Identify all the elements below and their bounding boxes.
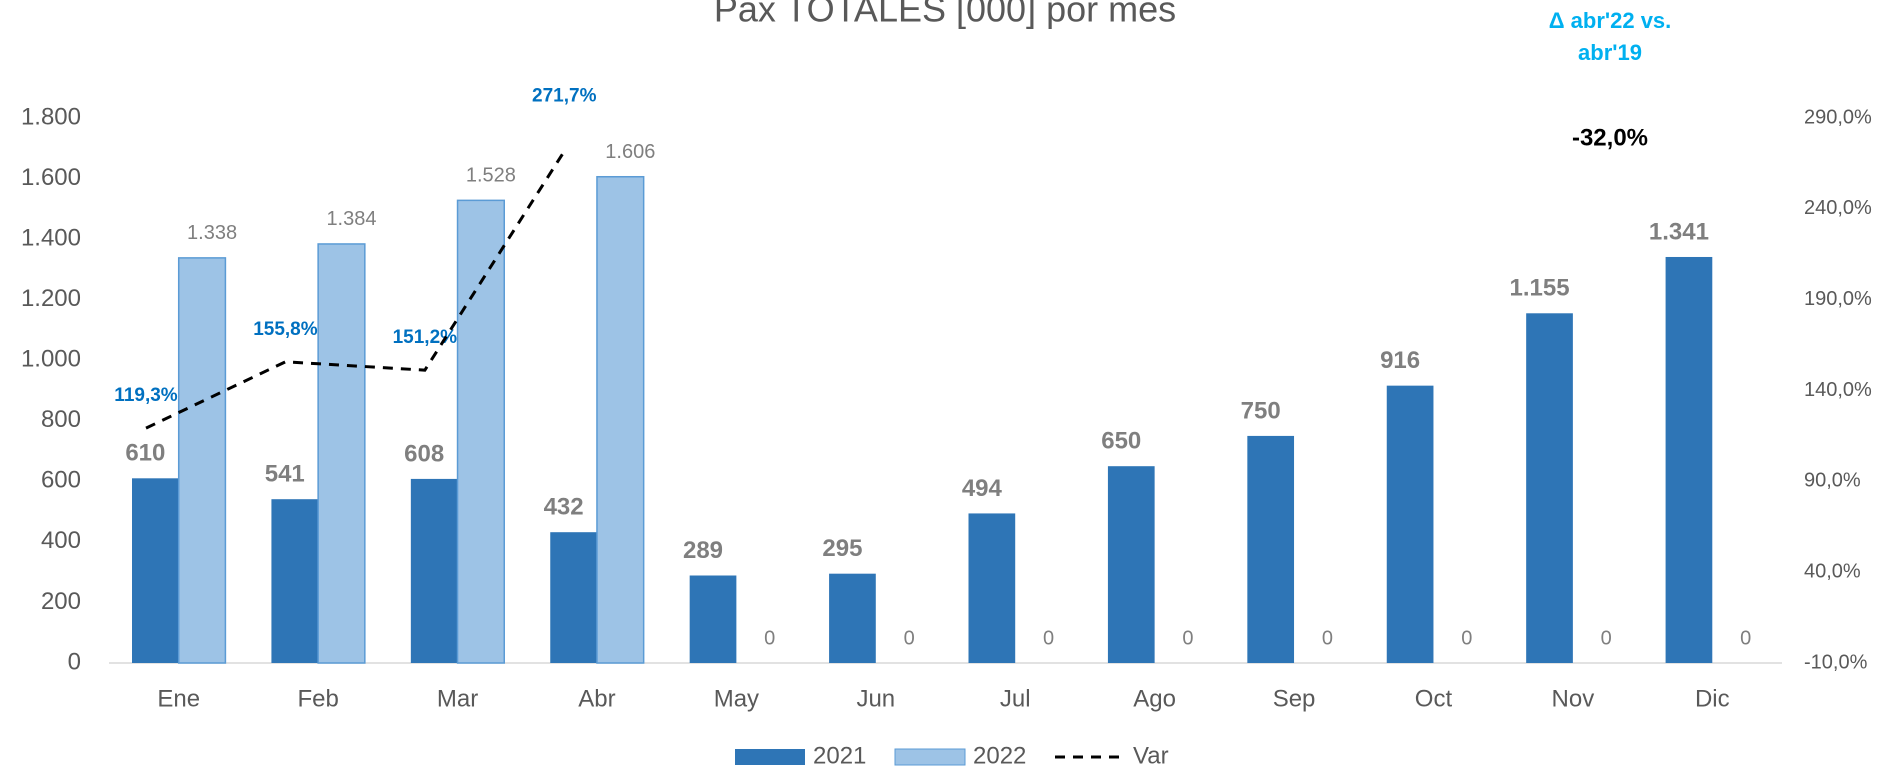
data-label: 610 — [125, 440, 165, 467]
data-label: 608 — [404, 440, 444, 467]
bar — [1526, 313, 1573, 663]
data-label: 494 — [962, 475, 1003, 502]
legend-label: 2022 — [973, 742, 1026, 766]
x-tick-label: Jun — [856, 685, 895, 712]
data-label: 650 — [1101, 428, 1141, 455]
legend-swatch — [735, 749, 805, 765]
data-label: 0 — [764, 627, 775, 649]
bar — [1247, 435, 1295, 663]
x-tick-label: Sep — [1273, 685, 1316, 712]
var-label: 151,2% — [393, 327, 458, 348]
x-tick-label: Abr — [578, 685, 615, 712]
data-label: 0 — [1601, 627, 1612, 649]
y-tick-label: 1.800 — [21, 103, 81, 130]
annotation-title: abr'19 — [1578, 40, 1642, 65]
bar — [968, 513, 1016, 663]
data-label: 432 — [544, 494, 584, 521]
y2-tick-label: 240,0% — [1804, 197, 1872, 219]
x-tick-label: Oct — [1415, 685, 1453, 712]
x-tick-label: Mar — [437, 685, 478, 712]
y2-tick-label: -10,0% — [1804, 651, 1868, 673]
legend-label: Var — [1133, 742, 1169, 766]
y2-tick-label: 290,0% — [1804, 106, 1872, 128]
y2-tick-label: 90,0% — [1804, 470, 1861, 492]
x-tick-label: Feb — [297, 685, 338, 712]
bar — [410, 478, 458, 663]
y-tick-label: 0 — [68, 648, 81, 675]
data-label: 1.384 — [326, 208, 376, 230]
y-tick-label: 400 — [41, 527, 81, 554]
data-label: 0 — [1182, 627, 1193, 649]
y-tick-label: 1.200 — [21, 285, 81, 312]
bar — [689, 575, 737, 663]
data-label: 0 — [1322, 627, 1333, 649]
bar — [1386, 385, 1434, 663]
data-label: 916 — [1380, 347, 1420, 374]
chart-title: Pax TOTALES [000] por mes — [714, 0, 1176, 30]
var-label: 119,3% — [114, 385, 177, 406]
y2-tick-label: 190,0% — [1804, 288, 1872, 310]
var-label: 271,7% — [532, 85, 597, 106]
x-tick-label: Nov — [1552, 685, 1595, 712]
x-tick-label: Ene — [157, 685, 200, 712]
bar — [317, 243, 366, 664]
data-label: 750 — [1241, 397, 1281, 424]
bar — [271, 499, 319, 663]
bar — [177, 257, 227, 664]
data-label: 1.338 — [187, 222, 237, 244]
y-tick-label: 1.400 — [21, 224, 81, 251]
y-tick-label: 800 — [41, 406, 81, 433]
data-label: 1.341 — [1649, 218, 1709, 245]
bar — [1665, 256, 1713, 663]
data-label: 0 — [1043, 627, 1054, 649]
annotation-title: Δ abr'22 vs. — [1549, 8, 1672, 33]
data-label: 1.528 — [466, 165, 516, 187]
annotation-value: -32,0% — [1572, 124, 1648, 151]
data-label: 1.155 — [1509, 275, 1569, 302]
bar — [456, 199, 505, 664]
x-tick-label: Ago — [1133, 685, 1176, 712]
data-label: 541 — [265, 461, 305, 488]
x-tick-label: Dic — [1695, 685, 1730, 712]
line — [145, 150, 566, 430]
data-label: 295 — [822, 535, 862, 562]
data-label: 0 — [904, 627, 915, 649]
y-tick-label: 1.000 — [21, 346, 81, 373]
y2-tick-label: 140,0% — [1804, 379, 1872, 401]
y-tick-label: 200 — [41, 588, 81, 615]
bar — [829, 573, 876, 663]
var-label: 155,8% — [253, 319, 318, 340]
data-label: 0 — [1461, 627, 1472, 649]
data-label: 0 — [1740, 627, 1751, 649]
y-tick-label: 600 — [41, 467, 81, 494]
y-tick-label: 1.600 — [21, 164, 81, 191]
legend-label: 2021 — [813, 742, 866, 766]
data-label: 1.606 — [605, 141, 655, 163]
x-tick-label: Jul — [1000, 685, 1031, 712]
bar — [596, 175, 645, 664]
y2-tick-label: 40,0% — [1804, 560, 1861, 582]
data-label: 289 — [683, 537, 723, 564]
bar — [1107, 466, 1155, 663]
bar — [132, 478, 179, 663]
x-tick-label: May — [714, 685, 759, 712]
bar — [550, 532, 597, 663]
legend-swatch — [894, 748, 966, 766]
